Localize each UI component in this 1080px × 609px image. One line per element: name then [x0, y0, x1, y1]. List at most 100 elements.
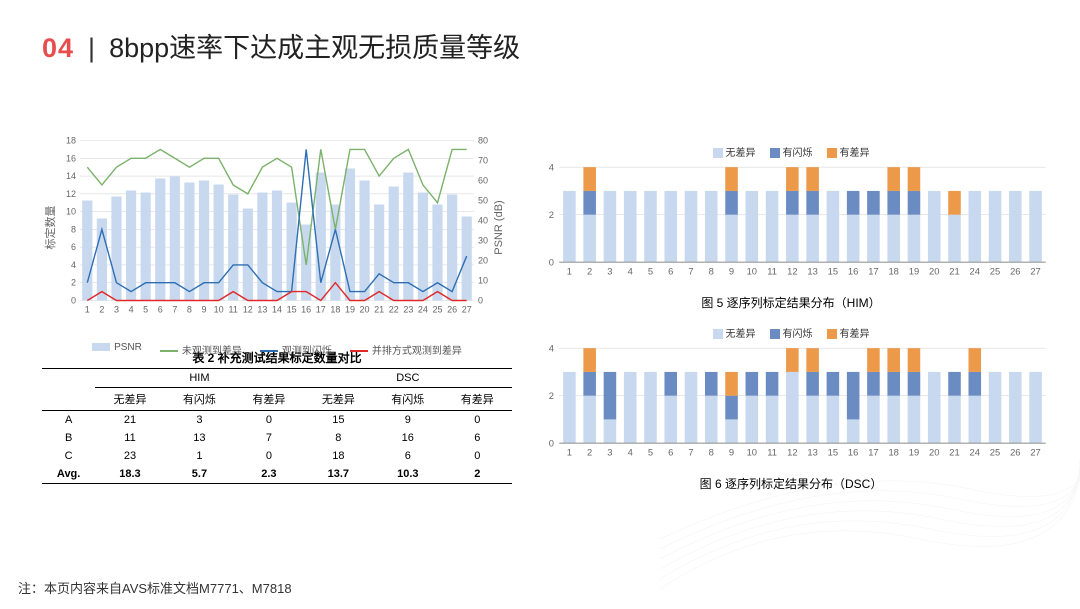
header-separator: |: [88, 33, 95, 64]
svg-text:PSNR (dB): PSNR (dB): [493, 200, 505, 254]
footer-note: 注：本页内容来自AVS标准文档M7771、M7818: [18, 578, 292, 597]
svg-text:21: 21: [374, 305, 384, 315]
stack-legend-item: 有闪烁: [770, 325, 813, 340]
svg-text:26: 26: [1010, 447, 1020, 458]
svg-text:11: 11: [767, 447, 777, 458]
svg-text:24: 24: [970, 447, 980, 458]
svg-text:50: 50: [478, 196, 488, 206]
svg-text:1: 1: [567, 447, 572, 458]
svg-text:60: 60: [478, 176, 488, 186]
svg-text:6: 6: [71, 242, 76, 252]
svg-text:0: 0: [549, 256, 554, 267]
svg-text:5: 5: [143, 305, 148, 315]
svg-text:27: 27: [1030, 266, 1040, 277]
svg-text:2: 2: [549, 209, 554, 220]
svg-text:24: 24: [418, 305, 428, 315]
stack-legend-item: 有差异: [827, 325, 870, 340]
svg-text:17: 17: [316, 305, 326, 315]
chart-dsc: 无差异有闪烁有差异 024123456789101112131516171819…: [530, 325, 1052, 492]
stack-legend-item: 无差异: [713, 144, 756, 159]
svg-text:14: 14: [272, 305, 282, 315]
svg-text:10: 10: [747, 266, 757, 277]
svg-text:15: 15: [287, 305, 297, 315]
stack-legend-item: 有闪烁: [770, 144, 813, 159]
svg-text:10: 10: [66, 207, 76, 217]
svg-text:17: 17: [868, 266, 878, 277]
chart-dsc-caption: 图 6 逐序列标定结果分布（DSC）: [530, 475, 1052, 492]
stack-legend-item: 有差异: [827, 144, 870, 159]
svg-text:5: 5: [648, 266, 653, 277]
svg-text:26: 26: [1010, 266, 1020, 277]
svg-text:2: 2: [99, 305, 104, 315]
svg-text:13: 13: [807, 447, 817, 458]
svg-text:2: 2: [71, 278, 76, 288]
svg-text:21: 21: [949, 266, 959, 277]
svg-text:18: 18: [888, 447, 898, 458]
svg-text:10: 10: [478, 276, 488, 286]
svg-text:9: 9: [202, 305, 207, 315]
svg-text:13: 13: [257, 305, 267, 315]
svg-text:2: 2: [587, 447, 592, 458]
svg-text:11: 11: [767, 266, 777, 277]
svg-text:40: 40: [478, 216, 488, 226]
svg-text:1: 1: [567, 266, 572, 277]
svg-text:17: 17: [868, 447, 878, 458]
svg-text:12: 12: [243, 305, 253, 315]
stack-legend-item: 无差异: [713, 325, 756, 340]
svg-text:15: 15: [828, 266, 838, 277]
svg-text:5: 5: [648, 447, 653, 458]
chart1-legend-item: PSNR: [92, 342, 142, 357]
svg-text:3: 3: [114, 305, 119, 315]
svg-text:12: 12: [787, 266, 797, 277]
svg-text:7: 7: [688, 266, 693, 277]
svg-text:22: 22: [389, 305, 399, 315]
svg-text:80: 80: [478, 136, 488, 146]
svg-text:19: 19: [345, 305, 355, 315]
svg-text:10: 10: [214, 305, 224, 315]
svg-text:4: 4: [549, 163, 554, 172]
slide-title: 8bpp速率下达成主观无损质量等级: [109, 26, 520, 65]
svg-text:9: 9: [729, 266, 734, 277]
svg-text:27: 27: [1030, 447, 1040, 458]
svg-text:21: 21: [949, 447, 959, 458]
svg-text:16: 16: [848, 266, 858, 277]
svg-text:4: 4: [71, 260, 76, 270]
chart1-legend-item: 观测到闪烁: [260, 342, 332, 357]
svg-text:4: 4: [628, 447, 633, 458]
svg-text:25: 25: [990, 447, 1000, 458]
svg-text:0: 0: [478, 296, 483, 306]
svg-text:6: 6: [158, 305, 163, 315]
svg-text:20: 20: [929, 447, 939, 458]
svg-text:8: 8: [71, 224, 76, 234]
svg-text:15: 15: [828, 447, 838, 458]
svg-text:14: 14: [66, 171, 76, 181]
svg-text:6: 6: [668, 266, 673, 277]
svg-text:16: 16: [301, 305, 311, 315]
svg-text:26: 26: [447, 305, 457, 315]
svg-text:25: 25: [433, 305, 443, 315]
svg-text:30: 30: [478, 236, 488, 246]
svg-text:16: 16: [66, 153, 76, 163]
chart-him-caption: 图 5 逐序列标定结果分布（HIM）: [530, 294, 1052, 311]
svg-text:10: 10: [747, 447, 757, 458]
svg-text:11: 11: [229, 305, 238, 315]
svg-text:12: 12: [787, 447, 797, 458]
svg-text:3: 3: [607, 447, 612, 458]
svg-text:7: 7: [688, 447, 693, 458]
svg-text:25: 25: [990, 266, 1000, 277]
svg-text:8: 8: [187, 305, 192, 315]
chart-him: 无差异有闪烁有差异 024123456789101112131516171819…: [530, 144, 1052, 311]
chart1-legend: PSNR未观测到差异观测到闪烁并排方式观测到差异: [42, 342, 512, 357]
slide-number: 04: [42, 33, 74, 64]
svg-text:18: 18: [330, 305, 340, 315]
chart1-legend-item: 未观测到差异: [160, 342, 242, 357]
svg-text:3: 3: [607, 266, 612, 277]
svg-text:6: 6: [668, 447, 673, 458]
svg-text:19: 19: [909, 447, 919, 458]
svg-text:12: 12: [66, 189, 76, 199]
svg-text:70: 70: [478, 156, 488, 166]
svg-text:8: 8: [709, 447, 714, 458]
table2: HIMDSC无差异有闪烁有差异无差异有闪烁有差异A21301590B111378…: [42, 368, 512, 484]
svg-text:8: 8: [709, 266, 714, 277]
svg-text:16: 16: [848, 447, 858, 458]
